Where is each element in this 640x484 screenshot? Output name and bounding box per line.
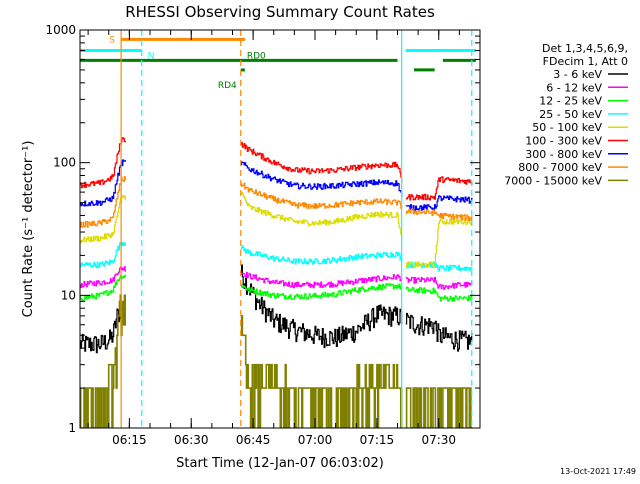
series-line-8	[80, 176, 473, 229]
legend-label-6: 100 - 300 keV	[525, 135, 602, 148]
plot-area: S N RD0 RD4	[80, 30, 476, 428]
state-label-rd0: RD0	[247, 51, 266, 61]
y-tick-label-1: 1	[68, 421, 76, 435]
x-axis-title: Start Time (12-Jan-07 06:03:02)	[176, 456, 384, 471]
series-line-3	[80, 274, 473, 302]
legend-label-3: 12 - 25 keV	[539, 95, 602, 108]
state-label-s: S	[109, 35, 115, 45]
series-line-1	[80, 264, 473, 354]
x-tick-label-2: 06:30	[174, 433, 209, 447]
legend-label-9: 7000 - 15000 keV	[504, 174, 602, 187]
series-line-9	[80, 294, 473, 428]
legend-label-2: 6 - 12 keV	[546, 81, 602, 94]
series-line-7	[80, 159, 473, 211]
x-tick-label-6: 07:30	[421, 433, 456, 447]
x-tick-label-3: 06:45	[236, 433, 271, 447]
legend: Det 1,3,4,5,6,9, FDecim 1, Att 0 3 - 6 k…	[504, 42, 628, 187]
plot-frame	[79, 29, 481, 429]
legend-header-line-2: FDecim 1, Att 0	[543, 55, 628, 68]
y-axis-title: Count Rate (s⁻¹ detector⁻¹)	[21, 141, 36, 318]
legend-label-7: 300 - 800 keV	[525, 148, 602, 161]
legend-header-line-1: Det 1,3,4,5,6,9,	[542, 42, 628, 55]
footer-timestamp: 13-Oct-2021 17:49	[560, 467, 636, 476]
y-tick-label-10: 10	[61, 288, 76, 302]
legend-label-1: 3 - 6 keV	[553, 68, 602, 81]
x-tick-label-4: 07:00	[298, 433, 333, 447]
state-label-n: N	[148, 52, 155, 62]
series-line-6	[80, 137, 473, 201]
y-tick-label-100: 100	[53, 156, 76, 170]
series-line-2	[80, 266, 473, 290]
x-tick-label-1: 06:15	[112, 433, 147, 447]
legend-label-8: 800 - 7000 keV	[518, 161, 602, 174]
chart-title: RHESSI Observing Summary Count Rates	[125, 3, 435, 21]
y-tick-label-1000: 1000	[45, 23, 76, 37]
x-tick-label-5: 07:15	[360, 433, 395, 447]
axes: 1 10 100 1000 06:15 06:30 06:45 07:00 07:15 07:30	[45, 23, 481, 447]
legend-label-4: 25 - 50 keV	[539, 108, 602, 121]
state-label-rd4: RD4	[218, 81, 237, 91]
legend-label-5: 50 - 100 keV	[532, 121, 602, 134]
